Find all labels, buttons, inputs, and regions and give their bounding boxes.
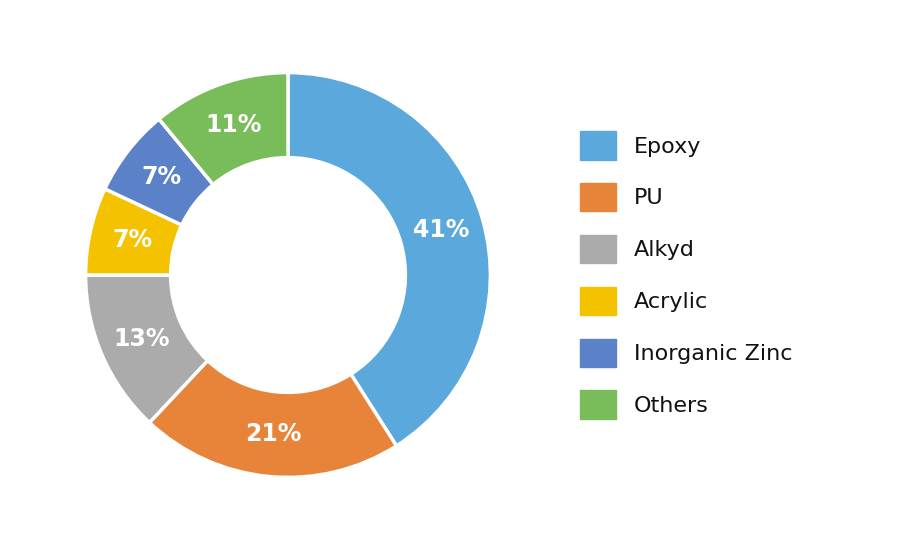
Text: 11%: 11% <box>205 113 262 136</box>
Legend: Epoxy, PU, Alkyd, Acrylic, Inorganic Zinc, Others: Epoxy, PU, Alkyd, Acrylic, Inorganic Zin… <box>569 120 803 430</box>
Text: 13%: 13% <box>113 327 169 350</box>
Text: 7%: 7% <box>141 165 182 189</box>
Text: 41%: 41% <box>413 218 470 243</box>
Text: 21%: 21% <box>245 422 302 446</box>
Wedge shape <box>288 73 490 446</box>
Wedge shape <box>86 275 208 422</box>
Wedge shape <box>159 73 288 185</box>
Text: 7%: 7% <box>112 228 152 252</box>
Wedge shape <box>105 119 213 225</box>
Wedge shape <box>149 361 397 477</box>
Wedge shape <box>86 189 182 275</box>
